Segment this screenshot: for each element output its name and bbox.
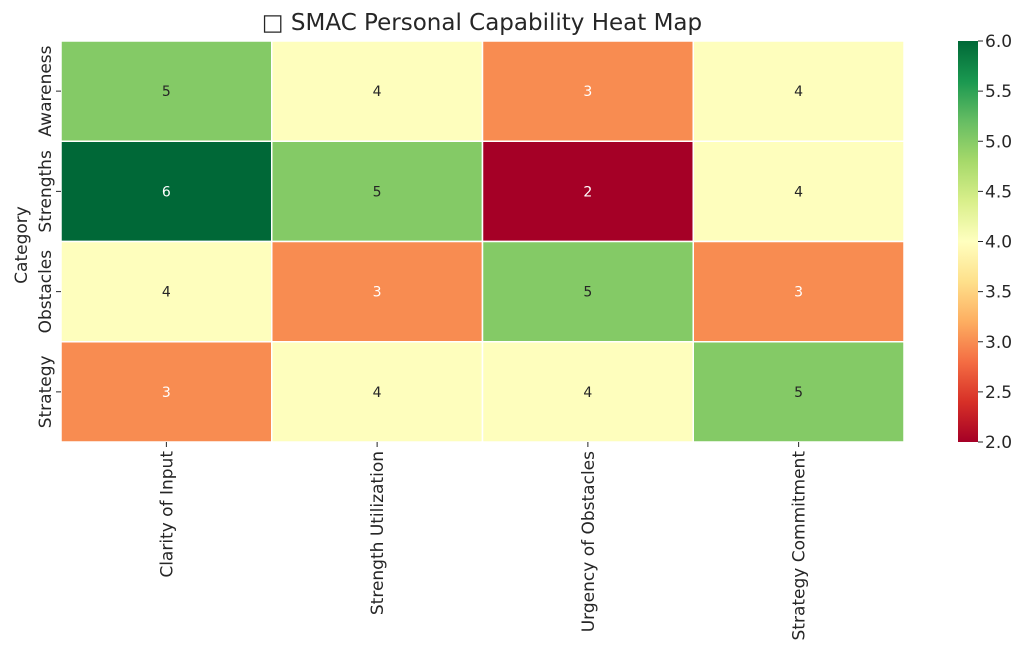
colorbar-tick-label: 4.5 [985,182,1012,202]
cell-value-label: 4 [373,385,382,401]
colorbar-tick-label: 5.5 [985,82,1012,102]
y-tick-label: Strengths [36,150,56,233]
cell-value-label: 3 [794,285,803,301]
cell-value-label: 4 [583,385,592,401]
cell-value-label: 3 [162,385,171,401]
heatmap-cell [692,240,905,343]
heatmap-cell [271,240,484,343]
cell-value-label: 4 [373,84,382,100]
cell-value-label: 5 [583,285,592,301]
colorbar-tick-label: 4.0 [985,233,1012,253]
cell-value-label: 4 [794,184,803,200]
cell-value-label: 6 [162,184,171,200]
heatmap-cell [481,40,694,142]
cell-value-label: 3 [583,84,592,100]
x-tick-labels: Clarity of Input Strength Utilization Urge… [157,442,810,641]
cell-value-label: 5 [373,184,382,200]
cell-value-label: 5 [162,84,171,100]
x-tick-label: Clarity of Input [157,451,177,578]
colorbar-tick-label: 2.0 [985,433,1012,453]
colorbar-tick-label: 6.0 [985,32,1012,52]
heatmap-cell [60,140,273,243]
cell-value-label: 5 [794,385,803,401]
y-axis-label: Category [12,206,32,284]
x-tick-label: Strength Utilization [368,451,388,615]
heatmap-cell [60,341,273,443]
cell-value-label: 4 [794,84,803,100]
y-tick-label: Obstacles [36,250,56,334]
cell-value-label: 3 [373,285,382,301]
heatmap-cell [692,40,905,142]
heatmap-cell [271,40,484,142]
heatmap-cell [271,341,484,443]
x-tick-label: Urgency of Obstacles [579,451,599,632]
chart-title: □ SMAC Personal Capability Heat Map [262,10,702,36]
heatmap-cell [271,140,484,243]
heatmap-cell [692,341,905,443]
colorbar-tick-labels: 2.0 2.5 3.0 3.5 4.0 4.5 5.0 5.5 6.0 [978,32,1012,453]
colorbar-tick-label: 5.0 [985,132,1012,152]
cell-value-label: 4 [162,285,171,301]
colorbar-tick-label: 3.0 [985,333,1012,353]
heatmap-cells: 5 4 3 4 6 5 2 4 4 3 5 3 3 4 4 5 [60,40,905,443]
colorbar-tick-label: 3.5 [985,283,1012,303]
cell-value-label: 2 [583,184,592,200]
heatmap-cell [692,140,905,243]
y-tick-label: Awareness [36,45,56,136]
heatmap-cell [60,40,273,142]
x-tick-label: Strategy Commitment [790,451,810,641]
y-tick-label: Strategy [36,355,56,428]
y-tick-labels: Awareness Strengths Obstacles Strategy [36,45,61,428]
colorbar [958,41,978,442]
heatmap-cell [481,341,694,443]
colorbar-tick-label: 2.5 [985,383,1012,403]
